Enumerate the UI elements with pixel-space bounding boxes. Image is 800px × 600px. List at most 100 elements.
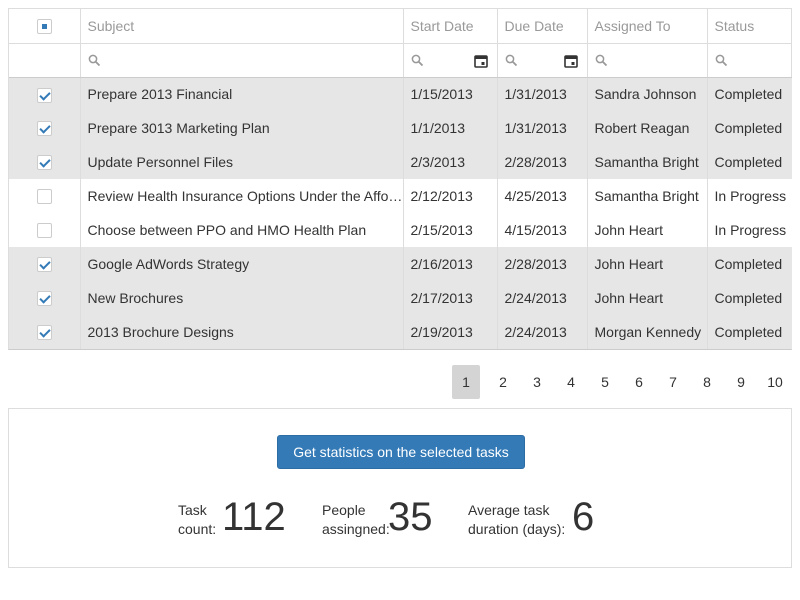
- cell-start-date: 1/1/2013: [403, 111, 498, 145]
- table-row[interactable]: Choose between PPO and HMO Health Plan 2…: [9, 213, 792, 247]
- header-row: Subject Start Date Due Date Assigned To …: [9, 9, 792, 44]
- cell-assigned-to: Samantha Bright: [587, 145, 708, 179]
- cell-start-date: 1/15/2013: [403, 77, 498, 111]
- page-button[interactable]: 10: [767, 374, 783, 390]
- cell-due-date: 2/28/2013: [497, 247, 588, 281]
- cell-subject: Choose between PPO and HMO Health Plan: [80, 213, 404, 247]
- statistics-panel: Get statistics on the selected tasks Tas…: [8, 408, 792, 568]
- cell-start-date: 2/3/2013: [403, 145, 498, 179]
- table-row[interactable]: Prepare 3013 Marketing Plan 1/1/2013 1/3…: [9, 111, 792, 145]
- cell-subject: 2013 Brochure Designs: [80, 315, 404, 349]
- cell-status: Completed: [707, 247, 792, 281]
- cell-assigned-to: John Heart: [587, 213, 708, 247]
- cell-assigned-to: Sandra Johnson: [587, 77, 708, 111]
- table-row[interactable]: Review Health Insurance Options Under th…: [9, 179, 792, 213]
- column-header-due-date[interactable]: Due Date: [497, 9, 588, 44]
- cell-start-date: 2/15/2013: [403, 213, 498, 247]
- page-button[interactable]: 4: [567, 374, 575, 390]
- filter-start-date[interactable]: [403, 43, 498, 78]
- search-icon: [411, 54, 423, 66]
- cell-subject: Update Personnel Files: [80, 145, 404, 179]
- cell-status: Completed: [707, 281, 792, 315]
- people-assigned-label: People assingned:: [322, 502, 390, 537]
- cell-start-date: 2/19/2013: [403, 315, 498, 349]
- cell-status: Completed: [707, 145, 792, 179]
- cell-due-date: 1/31/2013: [497, 111, 588, 145]
- cell-subject: Prepare 2013 Financial: [80, 77, 404, 111]
- row-select-checkbox[interactable]: [36, 121, 52, 137]
- filter-empty-cell: [9, 43, 81, 78]
- column-header-assigned-to[interactable]: Assigned To: [587, 9, 708, 44]
- cell-start-date: 2/12/2013: [403, 179, 498, 213]
- row-select-checkbox[interactable]: [36, 291, 52, 307]
- row-select-checkbox[interactable]: [36, 189, 52, 205]
- cell-start-date: 2/17/2013: [403, 281, 498, 315]
- search-icon: [715, 54, 727, 66]
- task-grid: Subject Start Date Due Date Assigned To …: [8, 8, 792, 350]
- row-select-checkbox[interactable]: [36, 223, 52, 239]
- cell-assigned-to: Robert Reagan: [587, 111, 708, 145]
- filter-status[interactable]: [707, 43, 792, 78]
- average-duration-value: 6: [572, 495, 595, 539]
- page-button[interactable]: 9: [737, 374, 745, 390]
- page-button[interactable]: 2: [499, 374, 507, 390]
- page-button[interactable]: 5: [601, 374, 609, 390]
- calendar-icon[interactable]: [563, 54, 578, 68]
- get-statistics-button[interactable]: Get statistics on the selected tasks: [277, 435, 525, 469]
- cell-assigned-to: Morgan Kennedy: [587, 315, 708, 349]
- page-button[interactable]: 6: [635, 374, 643, 390]
- pager: 1 2 3 4 5 6 7 8 9 10: [452, 365, 792, 399]
- page-button[interactable]: 3: [533, 374, 541, 390]
- table-row[interactable]: Prepare 2013 Financial 1/15/2013 1/31/20…: [9, 77, 792, 111]
- cell-subject: Prepare 3013 Marketing Plan: [80, 111, 404, 145]
- cell-status: In Progress: [707, 179, 792, 213]
- cell-start-date: 2/16/2013: [403, 247, 498, 281]
- table-row[interactable]: 2013 Brochure Designs 2/19/2013 2/24/201…: [9, 315, 792, 349]
- people-assigned-stat: People assingned: 35: [322, 495, 433, 539]
- cell-subject: Google AdWords Strategy: [80, 247, 404, 281]
- row-select-checkbox[interactable]: [36, 155, 52, 171]
- cell-assigned-to: Samantha Bright: [587, 179, 708, 213]
- cell-subject: New Brochures: [80, 281, 404, 315]
- average-duration-label: Average task duration (days):: [468, 502, 566, 537]
- average-duration-stat: Average task duration (days): 6: [468, 495, 594, 539]
- calendar-icon[interactable]: [473, 54, 488, 68]
- cell-due-date: 2/28/2013: [497, 145, 588, 179]
- search-icon: [595, 54, 607, 66]
- cell-due-date: 4/25/2013: [497, 179, 588, 213]
- search-icon: [88, 54, 100, 66]
- filter-assigned-to[interactable]: [587, 43, 708, 78]
- cell-status: Completed: [707, 315, 792, 349]
- filter-subject[interactable]: [80, 43, 404, 78]
- filter-row: [9, 43, 792, 78]
- grid-body: Prepare 2013 Financial 1/15/2013 1/31/20…: [9, 77, 792, 349]
- cell-due-date: 4/15/2013: [497, 213, 588, 247]
- cell-status: Completed: [707, 77, 792, 111]
- column-header-start-date[interactable]: Start Date: [403, 9, 498, 44]
- cell-due-date: 1/31/2013: [497, 77, 588, 111]
- task-count-label: Task count:: [178, 502, 217, 537]
- select-all-checkbox[interactable]: [36, 19, 52, 35]
- cell-assigned-to: John Heart: [587, 281, 708, 315]
- column-header-subject[interactable]: Subject: [80, 9, 404, 44]
- cell-subject: Review Health Insurance Options Under th…: [80, 179, 404, 213]
- cell-status: In Progress: [707, 213, 792, 247]
- search-icon: [505, 54, 517, 66]
- cell-status: Completed: [707, 111, 792, 145]
- people-assigned-value: 35: [388, 495, 433, 539]
- table-row[interactable]: Google AdWords Strategy 2/16/2013 2/28/2…: [9, 247, 792, 281]
- table-row[interactable]: Update Personnel Files 2/3/2013 2/28/201…: [9, 145, 792, 179]
- row-select-checkbox[interactable]: [36, 325, 52, 341]
- row-select-checkbox[interactable]: [36, 87, 52, 103]
- task-count-value: 112: [222, 495, 286, 539]
- page-button[interactable]: 1: [452, 365, 480, 399]
- cell-due-date: 2/24/2013: [497, 281, 588, 315]
- page-button[interactable]: 7: [669, 374, 677, 390]
- cell-assigned-to: John Heart: [587, 247, 708, 281]
- row-select-checkbox[interactable]: [36, 257, 52, 273]
- filter-due-date[interactable]: [497, 43, 588, 78]
- page-button[interactable]: 8: [703, 374, 711, 390]
- column-header-status[interactable]: Status: [707, 9, 792, 44]
- table-row[interactable]: New Brochures 2/17/2013 2/24/2013 John H…: [9, 281, 792, 315]
- select-all-cell: [9, 9, 81, 44]
